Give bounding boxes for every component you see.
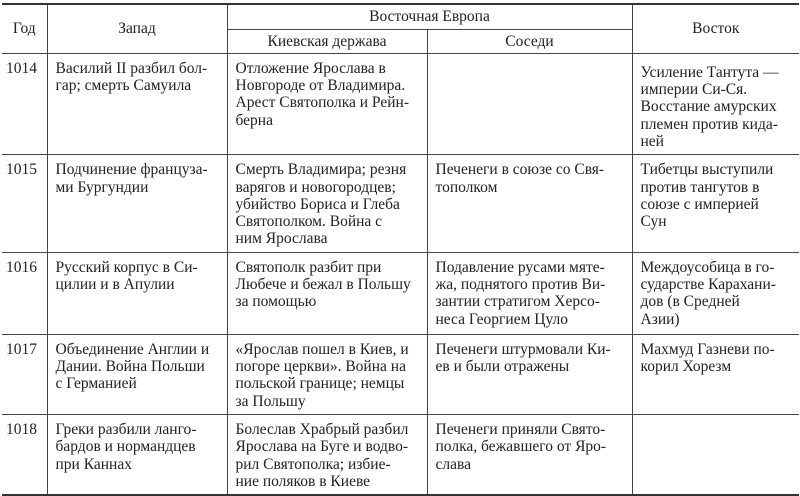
header-year: Год [2, 3, 48, 54]
table-row: 1016 Русский корпус в Си- цилии и в Апул… [2, 251, 799, 335]
year-cell: 1015 [2, 154, 48, 253]
west-cell: Греки разбили ланго- бардов и нормандцев… [46, 413, 228, 496]
west-cell: Русский корпус в Си- цилии и в Апулии [46, 251, 228, 335]
header-neighbors: Соседи [426, 28, 632, 54]
header-kiev: Киевская держава [227, 28, 428, 54]
east-cell [631, 413, 799, 496]
header-east-europe: Восточная Европа [226, 3, 633, 30]
year-cell: 1018 [2, 413, 48, 496]
neighbors-cell: Печенеги приняли Свято- полка, бежавшего… [426, 413, 633, 496]
kiev-cell: «Ярослав пошел в Киев, и погоре церкви».… [226, 333, 428, 415]
east-cell: Тибетцы выступили против тангутов в союз… [631, 154, 799, 253]
kiev-cell: Болеслав Храбрый разбил Ярослава на Буге… [226, 413, 428, 496]
east-cell: Усиление Тантута — империи Си-Ся. Восста… [631, 52, 799, 156]
table-row: 1018 Греки разбили ланго- бардов и норма… [2, 413, 799, 496]
header-east: Восток [631, 3, 799, 54]
neighbors-cell [426, 52, 633, 156]
west-cell: Василий II разбил бол- гар; смерть Самуи… [46, 52, 228, 156]
neighbors-cell: Подавление русами мяте- жа, поднятого пр… [426, 251, 633, 335]
neighbors-cell: Печенеги штурмовали Ки- ев и были отраже… [426, 333, 633, 415]
header-west: Запад [46, 3, 228, 54]
table-row: 1015 Подчинение француза- ми Бургундии С… [2, 154, 799, 253]
chronology-table: Год Запад Восточная Европа Восток Киевск… [2, 3, 799, 496]
west-cell: Объединение Англии и Дании. Война Польши… [46, 333, 228, 415]
table-row: 1014 Василий II разбил бол- гар; смерть … [2, 52, 799, 156]
kiev-cell: Святополк разбит при Любече и бежал в По… [226, 251, 428, 335]
west-cell: Подчинение француза- ми Бургундии [46, 154, 228, 253]
east-cell: Междоусобица в го- сударстве Карахани- д… [631, 251, 799, 335]
table-row: 1017 Объединение Англии и Дании. Война П… [2, 333, 799, 415]
kiev-cell: Отложение Ярослава в Новгороде от Владим… [226, 52, 428, 156]
kiev-cell: Смерть Владимира; резня варягов и нового… [226, 154, 428, 253]
east-cell: Махмуд Газневи по- корил Хорезм [631, 333, 799, 415]
year-cell: 1016 [2, 251, 48, 335]
year-cell: 1014 [2, 52, 48, 156]
year-cell: 1017 [2, 333, 48, 415]
neighbors-cell: Печенеги в союзе со Свя- тополком [426, 154, 633, 253]
